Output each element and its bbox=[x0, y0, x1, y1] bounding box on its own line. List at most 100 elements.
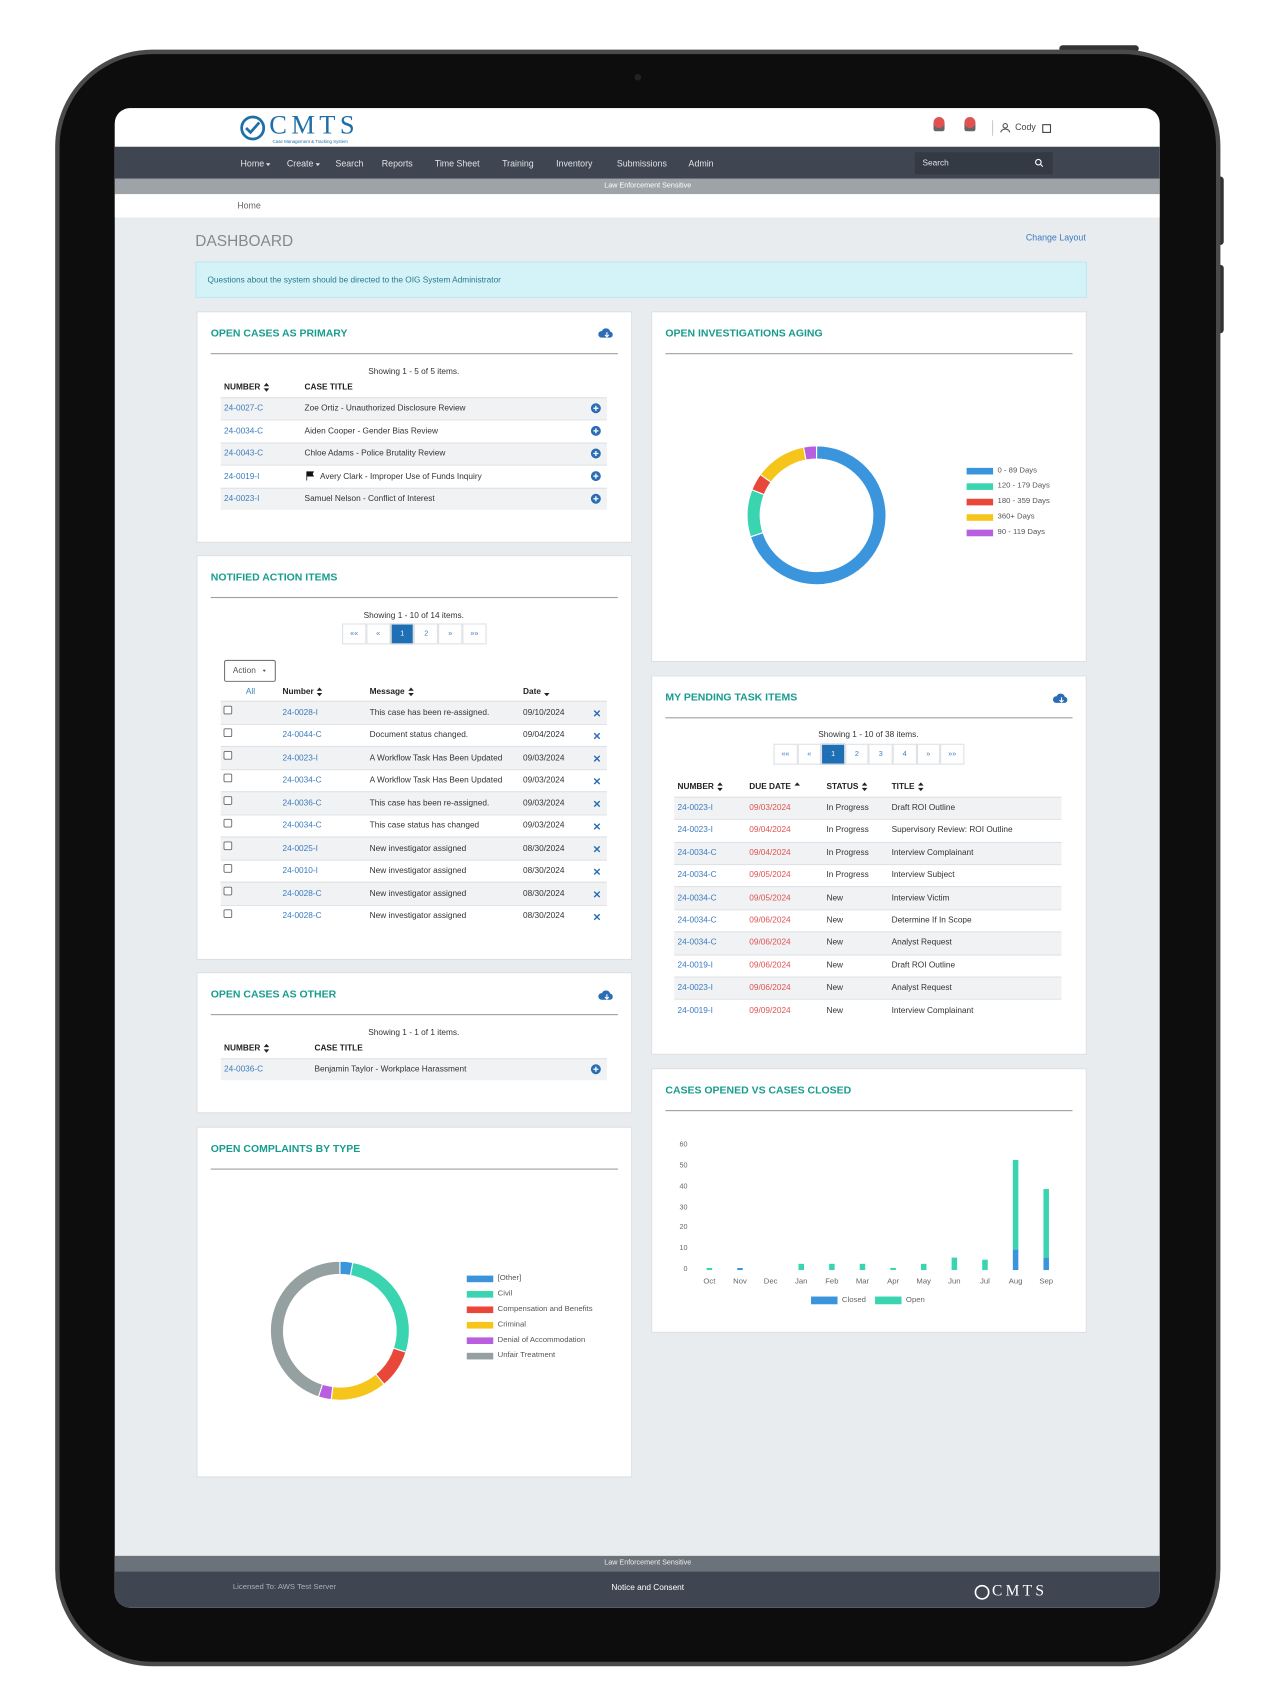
case-number-link[interactable]: 24-0043-C bbox=[223, 447, 264, 458]
nav-item[interactable]: Time Sheet bbox=[434, 158, 480, 169]
page-label[interactable]: 1 bbox=[400, 629, 405, 638]
search-box[interactable] bbox=[914, 152, 1053, 175]
footer-banner-bar bbox=[114, 1555, 1160, 1572]
case-number-link[interactable]: 24-0034-C bbox=[677, 847, 717, 858]
footer-banner: Law Enforcement Sensitive bbox=[604, 1559, 692, 1567]
page-button[interactable] bbox=[892, 743, 917, 765]
table-row bbox=[220, 723, 607, 747]
panel-title: OPEN COMPLAINTS BY TYPE bbox=[210, 1143, 361, 1156]
x-tick-label: Aug bbox=[1008, 1277, 1023, 1286]
nav-item[interactable]: Training bbox=[502, 158, 534, 169]
table-row bbox=[220, 1057, 607, 1081]
case-number-link[interactable]: 24-0034-C bbox=[282, 774, 322, 785]
nav-item[interactable]: Admin bbox=[688, 158, 714, 169]
case-number-link[interactable]: 24-0023-I bbox=[677, 982, 713, 993]
page-label[interactable]: «« bbox=[350, 629, 359, 638]
page-label[interactable]: » bbox=[448, 629, 453, 638]
legend-label: Criminal bbox=[497, 1320, 526, 1329]
page-label[interactable]: »» bbox=[948, 749, 957, 758]
page-label[interactable]: 3 bbox=[878, 749, 883, 758]
case-number-link[interactable]: 24-0034-C bbox=[677, 869, 717, 880]
nav-item[interactable]: Reports bbox=[381, 158, 413, 169]
page-button[interactable] bbox=[940, 743, 965, 765]
case-number-link[interactable]: 24-0023-I bbox=[677, 824, 713, 835]
table-cell: Interview Victim bbox=[891, 892, 950, 903]
page-button[interactable] bbox=[438, 623, 463, 645]
nav-item[interactable]: Search bbox=[335, 158, 364, 169]
case-number-link[interactable]: 24-0036-C bbox=[282, 797, 322, 808]
action-button-label[interactable]: Action bbox=[232, 665, 256, 676]
table-row bbox=[220, 700, 607, 724]
case-number-link[interactable]: 24-0023-I bbox=[223, 493, 260, 504]
page-button[interactable] bbox=[868, 743, 893, 765]
column-header[interactable]: NUMBER bbox=[677, 781, 714, 792]
table-row bbox=[220, 814, 607, 837]
column-header[interactable]: CASE TITLE bbox=[314, 1042, 363, 1053]
column-header[interactable]: Message bbox=[369, 686, 405, 697]
page-label[interactable]: 4 bbox=[902, 749, 907, 758]
table-cell: Samuel Nelson - Conflict of Interest bbox=[304, 493, 435, 504]
case-number-link[interactable]: 24-0028-C bbox=[282, 910, 322, 921]
action-button[interactable] bbox=[223, 659, 276, 682]
page-button[interactable] bbox=[462, 623, 487, 645]
column-header[interactable]: CASE TITLE bbox=[304, 381, 353, 392]
page-button[interactable] bbox=[821, 743, 845, 765]
column-header[interactable]: Number bbox=[282, 686, 314, 697]
case-number-link[interactable]: 24-0023-I bbox=[282, 751, 318, 762]
change-layout-link[interactable]: Change Layout bbox=[1025, 232, 1086, 243]
page-button[interactable] bbox=[390, 623, 415, 645]
page-button[interactable] bbox=[797, 743, 822, 765]
column-header[interactable]: Date bbox=[523, 686, 541, 697]
page-button[interactable] bbox=[773, 743, 798, 765]
page-button[interactable] bbox=[342, 623, 367, 645]
page-label[interactable]: 2 bbox=[424, 629, 429, 638]
page-label[interactable]: «« bbox=[781, 749, 790, 758]
case-number-link[interactable]: 24-0025-I bbox=[282, 842, 318, 853]
page-label[interactable]: « bbox=[376, 629, 381, 638]
case-number-link[interactable]: 24-0019-I bbox=[223, 470, 260, 481]
x-tick-label: Apr bbox=[887, 1277, 900, 1286]
case-number-link[interactable]: 24-0028-C bbox=[282, 887, 322, 898]
y-tick-label: 60 bbox=[679, 1140, 688, 1149]
case-number-link[interactable]: 24-0023-I bbox=[677, 802, 713, 813]
legend-label: 0 - 89 Days bbox=[997, 466, 1038, 475]
table-cell: Determine If In Scope bbox=[891, 914, 972, 925]
case-number-link[interactable]: 24-0036-C bbox=[223, 1063, 264, 1074]
case-number-link[interactable]: 24-0010-I bbox=[282, 865, 318, 876]
page-label[interactable]: 1 bbox=[831, 749, 836, 758]
footer-logo: CMTS bbox=[991, 1583, 1048, 1600]
nav-item[interactable]: Submissions bbox=[616, 158, 667, 169]
case-number-link[interactable]: 24-0019-I bbox=[677, 959, 713, 970]
column-header[interactable]: NUMBER bbox=[223, 1042, 261, 1053]
case-number-link[interactable]: 24-0034-C bbox=[677, 914, 717, 925]
table-cell: 09/03/2024 bbox=[749, 802, 791, 813]
footer-notice-link[interactable]: Notice and Consent bbox=[611, 1582, 685, 1593]
nav-item[interactable]: Home bbox=[240, 158, 265, 169]
case-number-link[interactable]: 24-0044-C bbox=[282, 729, 322, 740]
column-header[interactable]: DUE DATE bbox=[749, 781, 791, 792]
column-header[interactable]: NUMBER bbox=[223, 381, 261, 392]
nav-item[interactable]: Inventory bbox=[556, 158, 593, 169]
page-label[interactable]: » bbox=[926, 749, 931, 758]
case-number-link[interactable]: 24-0019-I bbox=[677, 1004, 713, 1015]
page-button[interactable] bbox=[845, 743, 869, 765]
page-button[interactable] bbox=[414, 623, 439, 645]
case-number-link[interactable]: 24-0034-C bbox=[677, 937, 717, 948]
select-all-link[interactable]: All bbox=[245, 686, 256, 697]
column-header[interactable]: STATUS bbox=[826, 781, 859, 792]
case-number-link[interactable]: 24-0028-I bbox=[282, 706, 318, 717]
column-header[interactable]: TITLE bbox=[891, 781, 915, 792]
page-label[interactable]: « bbox=[807, 749, 812, 758]
page-label[interactable]: 2 bbox=[854, 749, 859, 758]
page-label[interactable]: »» bbox=[470, 629, 479, 638]
case-number-link[interactable]: 24-0034-C bbox=[223, 425, 264, 436]
page-button[interactable] bbox=[916, 743, 941, 765]
case-number-link[interactable]: 24-0027-C bbox=[223, 402, 264, 413]
nav-item[interactable]: Create bbox=[286, 158, 314, 169]
y-tick-label: 40 bbox=[679, 1182, 688, 1191]
case-number-link[interactable]: 24-0034-C bbox=[282, 819, 322, 830]
case-number-link[interactable]: 24-0034-C bbox=[677, 892, 717, 903]
page-button[interactable] bbox=[366, 623, 391, 645]
breadcrumb[interactable]: Home bbox=[237, 200, 261, 211]
x-tick-label: Mar bbox=[855, 1277, 870, 1286]
